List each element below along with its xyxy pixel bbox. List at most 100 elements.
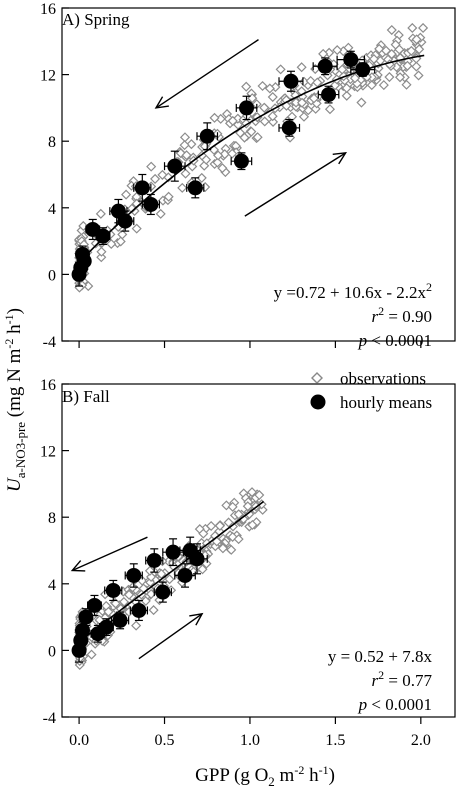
hourly-mean-point [117,213,133,229]
hourly-mean-point [355,62,371,78]
observation-point [384,71,395,83]
hourly-mean-point [95,228,111,244]
observation-point [226,544,237,555]
observation-point [227,148,238,159]
x-ticks: 0.0 0.5 1.0 1.5 2.0 [69,717,431,749]
hourly-mean-point [131,602,147,618]
observation-point [213,150,224,161]
observation-point [267,111,278,122]
observation-point [259,102,270,113]
observation-point [418,22,429,34]
hourly-mean-point [76,253,92,269]
observation-point [414,44,425,55]
hourly-mean-point [189,551,205,567]
legend: observations hourly means [310,369,432,412]
observation-point [366,80,377,91]
observation-point [246,126,257,137]
observation-point [163,172,174,183]
observation-point [233,534,244,545]
observation-point [196,150,208,161]
hourly-mean-point [281,120,297,136]
hourly-mean-point [317,58,333,74]
plot-frame [61,383,456,718]
p-value: p < 0.0001 [358,695,432,714]
y-tick-label: 0 [48,267,56,284]
observation-point [407,22,418,34]
observation-point [179,140,190,151]
observation-point [96,246,107,257]
observation-point [148,605,159,616]
observation-point [244,508,255,520]
trend-arrows [70,536,204,660]
observation-point [267,91,278,103]
observation-point [287,111,298,122]
hourly-mean-point [321,87,337,103]
observation-point [310,103,321,114]
hourly-mean-point [283,73,299,89]
hourly-mean-point [343,52,359,68]
hourly-mean-point [239,100,255,116]
observation-point [394,44,405,55]
legend-observations-label: observations [340,369,426,388]
hourly-mean-point [177,567,193,583]
y-tick-label: 16 [40,1,56,18]
hourly-mean-point [75,622,91,638]
hourly-means-layer [71,543,205,658]
observation-point [163,191,174,202]
y-tick-label: 8 [48,510,56,527]
observation-point [223,517,234,528]
observation-point [238,513,249,525]
observation-point [131,223,142,234]
observation-point [401,79,412,90]
observation-point [155,208,166,219]
observation-point [264,83,275,94]
panel-label: A) Spring [62,10,130,29]
p-value: p < 0.0001 [358,331,432,350]
hourly-mean-point [233,153,249,169]
observation-point [206,520,217,532]
observation-point [227,501,238,512]
equation: y = 0.52 + 7.8x r2 = 0.77 p < 0.0001 [328,647,433,714]
x-tick-label: 1.0 [240,732,260,749]
observation-point [247,519,258,531]
observation-point [402,60,413,71]
observation-point [252,132,263,143]
r-squared: r2 = 0.77 [372,668,433,690]
observation-point [411,34,422,45]
hourly-mean-point [146,552,162,568]
observation-point [227,531,238,543]
hourly-mean-point [78,609,94,625]
observation-point [305,75,316,87]
hourly-mean-point [105,582,121,598]
observation-point [146,161,157,172]
observation-point [212,157,223,168]
observation-point [144,565,155,576]
hourly-mean-point [134,180,150,196]
observation-point [214,520,225,531]
y-tick-label: 8 [48,134,56,151]
observation-point [197,564,208,575]
y-ticks: -4 0 4 8 12 16 [40,377,69,727]
observation-point [115,236,126,247]
hourly-mean-point [155,584,171,600]
observation-point [332,45,343,56]
observation-point [368,53,379,65]
observation-point [233,509,244,520]
observation-point [341,83,352,94]
observation-point [324,104,336,115]
observation-point [296,62,307,73]
observation-point [241,118,252,129]
y-tick-label: 12 [40,68,56,85]
observation-point [86,649,97,660]
plot-frame [61,7,456,342]
panel-label: B) Fall [62,387,110,406]
observation-point [146,571,157,582]
x-tick-label: 1.5 [325,732,345,749]
y-tick-label: -4 [43,710,56,727]
y-tick-label: 12 [40,444,56,461]
observation-point [298,111,310,122]
equation: y =0.72 + 10.6x - 2.2x2 r2 = 0.90 p < 0.… [274,280,432,350]
observation-point [196,172,207,183]
observation-point [179,132,191,143]
